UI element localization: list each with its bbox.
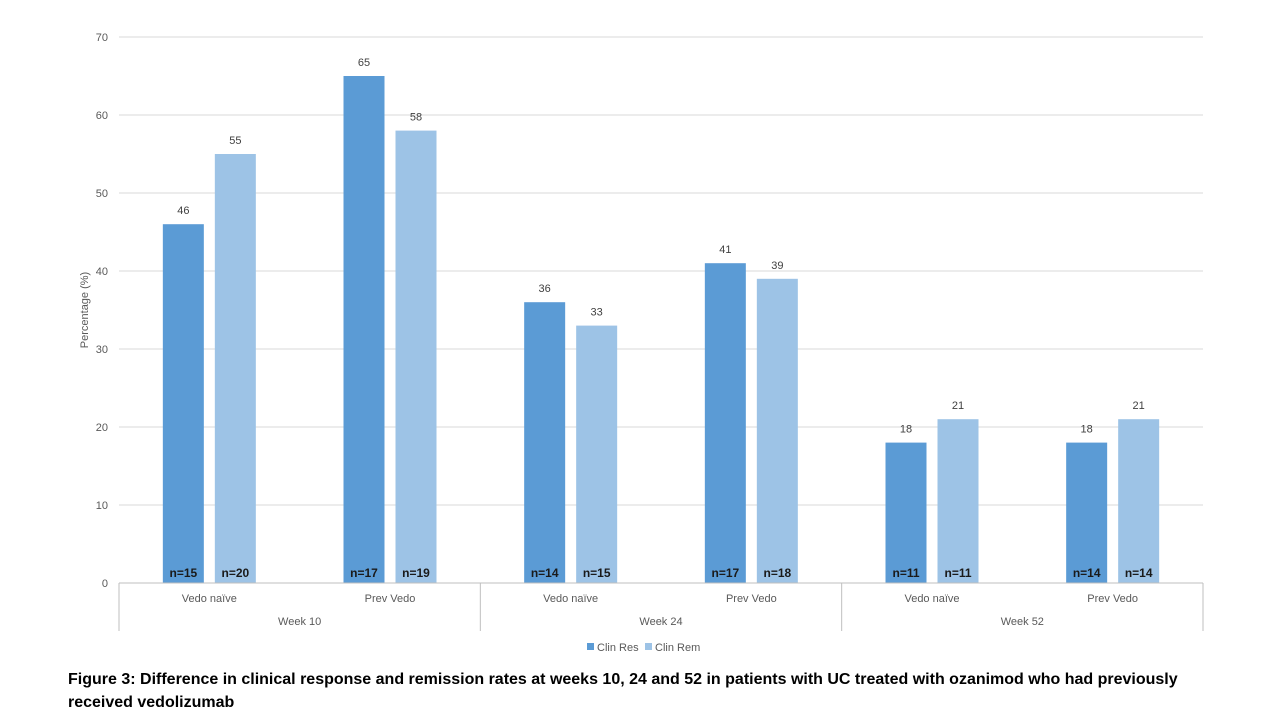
legend-label: Clin Rem — [655, 642, 700, 654]
data-label: 39 — [771, 260, 783, 272]
bar — [937, 419, 979, 583]
bar — [1066, 442, 1108, 583]
data-label: 36 — [539, 283, 551, 295]
sample-size-label: n=14 — [531, 566, 559, 580]
grid-lines — [119, 36, 1203, 506]
sample-size-label: n=19 — [402, 566, 430, 580]
y-tick-label: 30 — [96, 344, 108, 356]
data-label: 21 — [952, 400, 964, 412]
y-axis-label: Percentage (%) — [79, 272, 91, 348]
bar — [1118, 419, 1160, 583]
group-label: Week 52 — [1001, 616, 1044, 628]
data-label: 46 — [177, 205, 189, 217]
y-tick-label: 70 — [96, 32, 108, 44]
sample-size-label: n=17 — [711, 566, 739, 580]
sample-size-label: n=20 — [221, 566, 249, 580]
bar — [576, 325, 618, 583]
group-label: Week 10 — [278, 616, 321, 628]
bar — [214, 154, 256, 583]
group-label: Week 24 — [639, 616, 682, 628]
legend-swatch — [587, 643, 594, 650]
legend-label: Clin Res — [597, 642, 639, 654]
bar — [704, 263, 746, 583]
sample-size-label: n=11 — [944, 566, 971, 580]
sample-size-label: n=15 — [169, 566, 197, 580]
bar — [162, 224, 204, 583]
y-tick-label: 40 — [96, 266, 108, 278]
bar — [524, 302, 566, 583]
y-tick-label: 20 — [96, 422, 108, 434]
y-tick-label: 60 — [96, 110, 108, 122]
data-label: 41 — [719, 244, 731, 256]
figure-caption: Figure 3: Difference in clinical respons… — [68, 671, 1178, 711]
sample-size-label: n=17 — [350, 566, 378, 580]
sample-size-label: n=11 — [892, 566, 919, 580]
bar — [343, 76, 385, 583]
y-tick-label: 10 — [96, 500, 108, 512]
y-tick-label: 0 — [102, 578, 108, 590]
data-label: 18 — [1081, 424, 1093, 436]
x-tick-label: Vedo naïve — [182, 593, 237, 605]
bar — [395, 130, 437, 583]
y-axis-ticks: 0 10 20 30 40 50 60 70 — [96, 32, 108, 590]
bar — [885, 442, 927, 583]
data-label: 21 — [1133, 400, 1145, 412]
sample-size-label: n=18 — [763, 566, 791, 580]
legend-swatch — [645, 643, 652, 650]
y-tick-label: 50 — [96, 188, 108, 200]
data-label: 18 — [900, 424, 912, 436]
x-tick-label: Prev Vedo — [726, 593, 777, 605]
x-tick-label: Prev Vedo — [1087, 593, 1138, 605]
bar — [756, 278, 798, 583]
sample-size-label: n=15 — [583, 566, 611, 580]
x-axis: Vedo naïve Prev Vedo Vedo naïve Prev Vedo Ve… — [118, 582, 1204, 631]
data-label: 58 — [410, 112, 422, 124]
sample-size-label: n=14 — [1125, 566, 1153, 580]
data-label: 33 — [591, 307, 603, 319]
data-label: 55 — [229, 135, 241, 147]
x-tick-label: Vedo naïve — [543, 593, 598, 605]
x-tick-label: Prev Vedo — [365, 593, 416, 605]
x-tick-label: Vedo naïve — [904, 593, 959, 605]
bar-chart: 0 10 20 30 40 50 60 70 Percentage (%) 46 n=15 65 n… — [79, 32, 1204, 654]
bars: 46 n=15 65 n=17 36 n=14 41 n=17 18 n=11 18 n=14 55 n=… — [162, 57, 1160, 583]
data-label: 65 — [358, 57, 370, 69]
legend: Clin Res Clin Rem — [587, 642, 700, 654]
sample-size-label: n=14 — [1073, 566, 1101, 580]
